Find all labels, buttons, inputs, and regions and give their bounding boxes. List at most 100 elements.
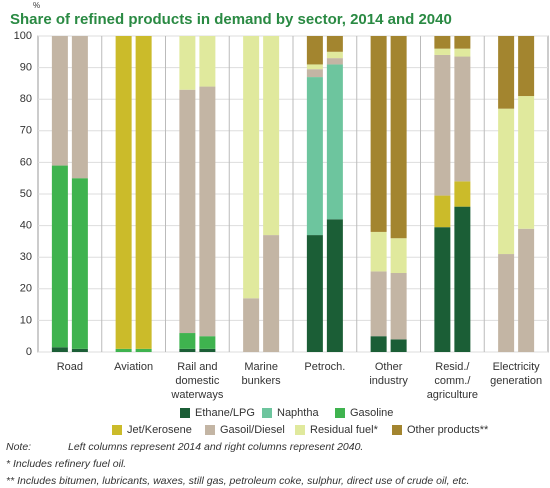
bar-segment [326,51,343,59]
legend-label: Gasoline [350,407,393,419]
y-tick-label: 0 [26,346,32,358]
legend-label: Ethane/LPG [195,407,255,419]
bar-segment [263,36,280,236]
bar-segment [390,339,407,352]
legend-swatch [205,425,215,435]
bar-segment [306,77,323,236]
bar-segment [179,36,196,90]
bar-segment [263,235,280,352]
bar-segment [326,36,343,52]
bar-segment [199,336,216,349]
x-tick-label: Marine [244,361,278,373]
bar-segment [434,48,451,55]
note-label: Note: [6,441,31,453]
x-tick-label: waterways [170,389,223,401]
legend-swatch [295,425,305,435]
x-tick-label: Road [57,361,83,373]
bar-segment [518,36,535,97]
bar-segment [370,336,387,352]
x-tick-label: Petroch. [304,361,345,373]
x-tick-label: Rail and [177,361,217,373]
bar-segment [306,64,323,70]
bar-segment [454,48,471,57]
footnote: * Includes refinery fuel oil. [6,458,126,470]
legend-swatch [112,425,122,435]
bar-segment [498,254,515,352]
bar-segment [199,36,216,87]
bar-segment [390,238,407,273]
note-text: Left columns represent 2014 and right co… [68,441,363,453]
bar-segment [243,36,260,299]
x-tick-label: generation [490,375,542,387]
legend-label: Residual fuel* [310,424,379,436]
legend-label: Gasoil/Diesel [220,424,285,436]
bar-segment [454,206,471,352]
bar-segment [390,273,407,340]
bar-segment [326,64,343,220]
legend-label: Naphtha [277,407,319,419]
y-tick-label: 10 [20,314,32,326]
bar-segment [518,228,535,352]
x-tick-label: Aviation [114,361,153,373]
x-tick-label: Other [375,361,403,373]
bar-segment [518,96,535,229]
bar-segment [326,219,343,352]
x-tick-label: bunkers [242,375,282,387]
legend-swatch [335,408,345,418]
bar-segment [179,333,196,349]
y-tick-label: 30 [20,251,32,263]
bar-segment [51,36,68,166]
y-tick-label: 60 [20,156,32,168]
y-tick-label: 70 [20,125,32,137]
bar-segment [390,36,407,239]
bar-segment [370,271,387,337]
y-axis-label: % [33,1,40,10]
bar-segment [179,89,196,334]
bar-segment [498,108,515,255]
bar-segment [179,348,196,352]
bar-segment [370,231,387,272]
bar-segment [454,36,471,49]
y-tick-label: 80 [20,93,32,105]
legend-swatch [262,408,272,418]
legend-swatch [180,408,190,418]
bar-segment [115,36,132,349]
legend-swatch [392,425,402,435]
x-tick-label: comm./ [434,375,471,387]
bar-segment [243,298,260,352]
y-tick-label: 50 [20,188,32,200]
x-tick-label: industry [369,375,408,387]
bar-segment [370,36,387,232]
bar-segment [199,348,216,352]
bar-segment [71,348,88,352]
bar-segment [71,36,88,179]
legend-label: Other products** [407,424,489,436]
x-tick-label: domestic [175,375,220,387]
bar-segment [135,348,152,352]
bar-segment [115,348,132,352]
y-tick-label: 100 [14,30,32,42]
bar-segment [498,36,515,109]
bar-segment [51,347,68,352]
bar-segment [306,69,323,78]
chart-title: Share of refined products in demand by s… [10,11,452,28]
bar-segment [454,56,471,182]
bar-segment [51,165,68,348]
bar-segment [454,181,471,207]
bar-segment [434,195,451,228]
y-tick-label: 40 [20,220,32,232]
x-tick-label: agriculture [427,389,478,401]
bar-segment [434,36,451,49]
legend-label: Jet/Kerosene [127,424,192,436]
bar-segment [434,54,451,196]
y-tick-label: 90 [20,62,32,74]
footnote: ** Includes bitumen, lubricants, waxes, … [6,475,469,487]
bar-segment [326,58,343,65]
x-tick-label: Resid./ [435,361,470,373]
bar-segment [199,86,216,337]
y-tick-label: 20 [20,283,32,295]
x-tick-label: Electricity [493,361,541,373]
bar-segment [71,178,88,349]
bar-segment [434,227,451,352]
